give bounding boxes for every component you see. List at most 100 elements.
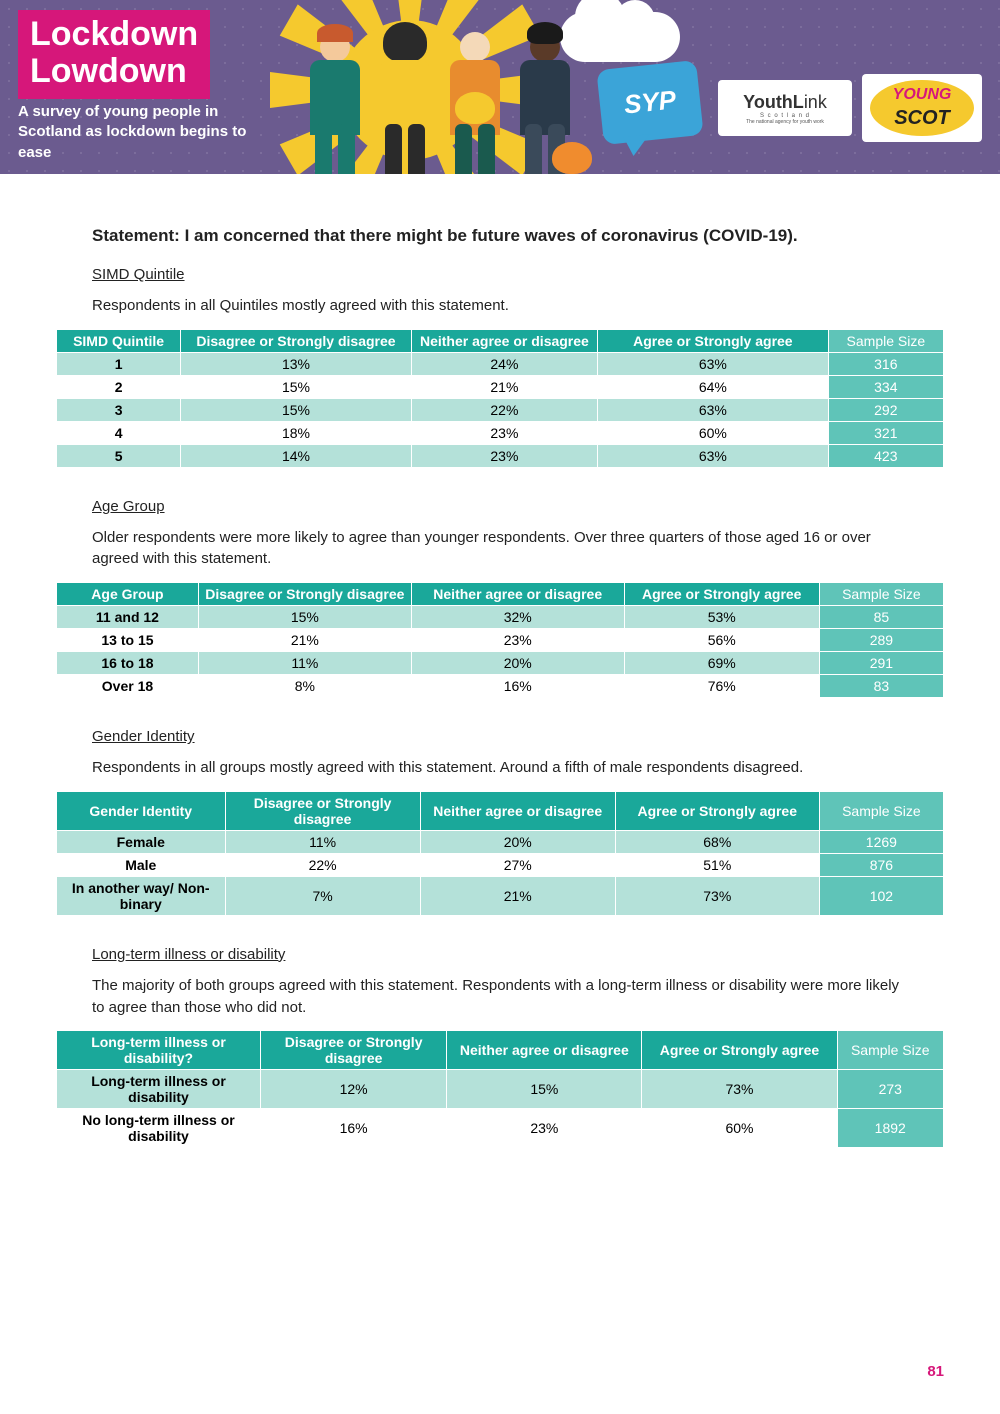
table-header: Agree or Strongly agree <box>615 791 819 830</box>
banner-subtitle: A survey of young people in Scotland as … <box>18 102 258 163</box>
table-row: 315%22%63%292 <box>57 398 944 421</box>
data-cell: 14% <box>181 444 412 467</box>
data-cell: 32% <box>411 606 624 629</box>
gender-table: Gender IdentityDisagree or Strongly disa… <box>56 791 944 916</box>
simd-label: SIMD Quintile <box>92 266 908 283</box>
title-badge: Lockdown Lowdown <box>18 10 210 99</box>
illness-table: Long-term illness or disability?Disagree… <box>56 1030 944 1148</box>
table-header: Disagree or Strongly disagree <box>198 583 411 606</box>
table-row: Male22%27%51%876 <box>57 853 944 876</box>
data-cell: 23% <box>411 444 597 467</box>
table-row: 13 to 1521%23%56%289 <box>57 629 944 652</box>
sample-cell: 291 <box>819 652 943 675</box>
sample-cell: 321 <box>828 421 943 444</box>
row-label: In another way/ Non-binary <box>57 876 226 915</box>
data-cell: 73% <box>642 1070 837 1109</box>
illness-text: The majority of both groups agreed with … <box>92 975 908 1019</box>
table-row: 16 to 1811%20%69%291 <box>57 652 944 675</box>
data-cell: 12% <box>261 1070 447 1109</box>
table-row: 418%23%60%321 <box>57 421 944 444</box>
table-row: No long-term illness or disability16%23%… <box>57 1109 944 1148</box>
table-row: Female11%20%68%1269 <box>57 830 944 853</box>
page-number: 81 <box>927 1363 944 1380</box>
row-label: Male <box>57 853 226 876</box>
table-header: Neither agree or disagree <box>420 791 615 830</box>
youngscot-line1: YOUNG <box>893 86 952 104</box>
table-header: Disagree or Strongly disagree <box>261 1031 447 1070</box>
data-cell: 23% <box>411 629 624 652</box>
row-label: 5 <box>57 444 181 467</box>
data-cell: 8% <box>198 675 411 698</box>
age-text: Older respondents were more likely to ag… <box>92 527 908 571</box>
row-label: 3 <box>57 398 181 421</box>
data-cell: 20% <box>420 830 615 853</box>
data-cell: 60% <box>598 421 829 444</box>
data-cell: 16% <box>411 675 624 698</box>
age-label: Age Group <box>92 498 908 515</box>
table-header: Sample Size <box>828 329 943 352</box>
data-cell: 51% <box>615 853 819 876</box>
table-header: Sample Size <box>819 791 943 830</box>
youthlink-brand: YouthLink <box>743 92 827 113</box>
title-line2: Lowdown <box>30 53 198 90</box>
data-cell: 69% <box>624 652 819 675</box>
sample-cell: 85 <box>819 606 943 629</box>
sample-cell: 1269 <box>819 830 943 853</box>
table-header: Agree or Strongly agree <box>624 583 819 606</box>
row-label: Over 18 <box>57 675 199 698</box>
table-header: Long-term illness or disability? <box>57 1031 261 1070</box>
data-cell: 15% <box>198 606 411 629</box>
gender-label: Gender Identity <box>92 728 908 745</box>
sample-cell: 334 <box>828 375 943 398</box>
row-label: 2 <box>57 375 181 398</box>
data-cell: 11% <box>198 652 411 675</box>
table-header: Agree or Strongly agree <box>642 1031 837 1070</box>
data-cell: 20% <box>411 652 624 675</box>
data-cell: 24% <box>411 352 597 375</box>
table-row: In another way/ Non-binary7%21%73%102 <box>57 876 944 915</box>
data-cell: 68% <box>615 830 819 853</box>
row-label: No long-term illness or disability <box>57 1109 261 1148</box>
sample-cell: 102 <box>819 876 943 915</box>
data-cell: 63% <box>598 444 829 467</box>
syp-logo-speech-bubble: SYP <box>596 60 703 145</box>
row-label: 11 and 12 <box>57 606 199 629</box>
table-header: Disagree or Strongly disagree <box>225 791 420 830</box>
row-label: 4 <box>57 421 181 444</box>
sample-cell: 876 <box>819 853 943 876</box>
sample-cell: 423 <box>828 444 943 467</box>
data-cell: 56% <box>624 629 819 652</box>
data-cell: 60% <box>642 1109 837 1148</box>
table-header: Neither agree or disagree <box>411 583 624 606</box>
data-cell: 63% <box>598 352 829 375</box>
table-header: Neither agree or disagree <box>411 329 597 352</box>
gender-text: Respondents in all groups mostly agreed … <box>92 757 908 779</box>
table-header: Agree or Strongly agree <box>598 329 829 352</box>
data-cell: 73% <box>615 876 819 915</box>
table-header: Disagree or Strongly disagree <box>181 329 412 352</box>
data-cell: 13% <box>181 352 412 375</box>
row-label: Long-term illness or disability <box>57 1070 261 1109</box>
data-cell: 53% <box>624 606 819 629</box>
row-label: 13 to 15 <box>57 629 199 652</box>
data-cell: 76% <box>624 675 819 698</box>
data-cell: 63% <box>598 398 829 421</box>
data-cell: 21% <box>198 629 411 652</box>
data-cell: 64% <box>598 375 829 398</box>
table-header: Age Group <box>57 583 199 606</box>
statement-heading: Statement: I am concerned that there mig… <box>92 224 908 248</box>
people-illustration <box>300 24 580 174</box>
data-cell: 11% <box>225 830 420 853</box>
youngscot-logo: YOUNG SCOT <box>862 74 982 142</box>
illness-label: Long-term illness or disability <box>92 946 908 963</box>
table-row: 113%24%63%316 <box>57 352 944 375</box>
youthlink-logo: YouthLink S c o t l a n d The national a… <box>718 80 852 136</box>
sample-cell: 1892 <box>837 1109 943 1148</box>
data-cell: 7% <box>225 876 420 915</box>
data-cell: 18% <box>181 421 412 444</box>
sample-cell: 316 <box>828 352 943 375</box>
data-cell: 16% <box>261 1109 447 1148</box>
title-line1: Lockdown <box>30 16 198 53</box>
data-cell: 21% <box>420 876 615 915</box>
table-header: SIMD Quintile <box>57 329 181 352</box>
